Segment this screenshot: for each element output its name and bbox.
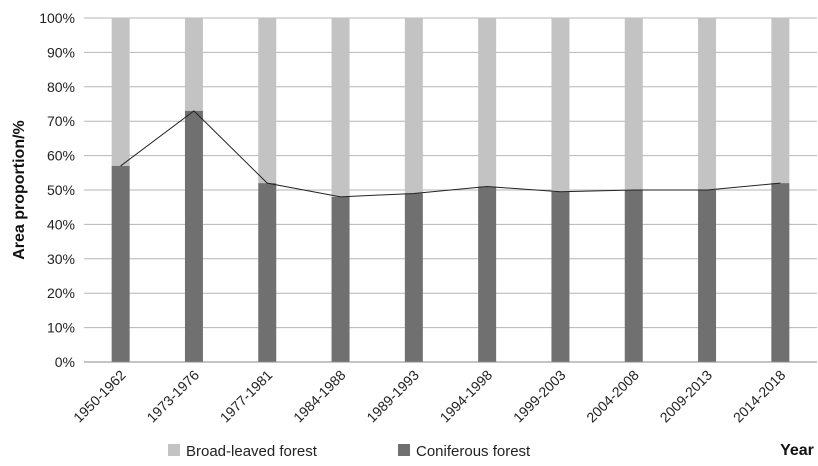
x-axis-title: Year [780, 442, 814, 459]
bar-coniferous-forest [258, 183, 277, 362]
x-tick-label: 1977-1981 [217, 367, 276, 426]
x-tick-label: 1994-1998 [437, 367, 496, 426]
x-tick-label: 2009-2013 [657, 367, 716, 426]
legend-label: Coniferous forest [416, 443, 531, 460]
y-tick-label: 30% [47, 251, 75, 267]
bar-broad-leaved-forest [404, 18, 423, 194]
x-tick-label: 1973-1976 [143, 367, 202, 426]
y-tick-label: 50% [47, 182, 75, 198]
coniferous-trend-line [120, 110, 781, 198]
y-tick-label: 0% [55, 354, 75, 370]
bar-coniferous-forest [698, 190, 717, 362]
bar-coniferous-forest [111, 165, 130, 362]
legend-label: Broad-leaved forest [186, 443, 318, 460]
bar-coniferous-forest [624, 190, 643, 362]
bar-broad-leaved-forest [698, 18, 717, 190]
y-tick-label: 20% [47, 285, 75, 301]
y-tick-label: 90% [47, 44, 75, 60]
bar-coniferous-forest [551, 191, 570, 362]
bar-coniferous-forest [331, 196, 350, 362]
bar-coniferous-forest [771, 183, 790, 362]
x-tick-label: 1989-1993 [363, 367, 422, 426]
x-tick-label: 1984-1988 [290, 367, 349, 426]
bar-broad-leaved-forest [184, 18, 203, 111]
legend-swatch [168, 444, 180, 456]
bar-broad-leaved-forest [551, 18, 570, 192]
x-tick-label: 1950-1962 [70, 367, 129, 426]
y-axis-title: Area proportion/% [11, 120, 28, 260]
x-tick-label: 2014-2018 [730, 367, 789, 426]
bar-broad-leaved-forest [258, 18, 277, 184]
legend-swatch [398, 444, 410, 456]
bar-broad-leaved-forest [111, 18, 130, 166]
trend-line-layer [120, 110, 781, 198]
x-tick-label: 2004-2008 [583, 367, 642, 426]
bar-broad-leaved-forest [331, 18, 350, 197]
y-tick-label: 40% [47, 216, 75, 232]
y-tick-label: 10% [47, 320, 75, 336]
legend: Broad-leaved forest Coniferous forest [168, 443, 531, 460]
bar-broad-leaved-forest [478, 18, 497, 187]
bars [111, 18, 790, 362]
x-tick-label: 1999-2003 [510, 367, 569, 426]
bar-broad-leaved-forest [624, 18, 643, 190]
y-tick-label: 100% [39, 10, 75, 26]
bar-broad-leaved-forest [771, 18, 790, 184]
y-tick-label: 70% [47, 113, 75, 129]
y-tick-label: 60% [47, 148, 75, 164]
bar-coniferous-forest [404, 193, 423, 362]
bar-coniferous-forest [478, 186, 497, 362]
y-tick-label: 80% [47, 79, 75, 95]
bar-coniferous-forest [184, 110, 203, 362]
